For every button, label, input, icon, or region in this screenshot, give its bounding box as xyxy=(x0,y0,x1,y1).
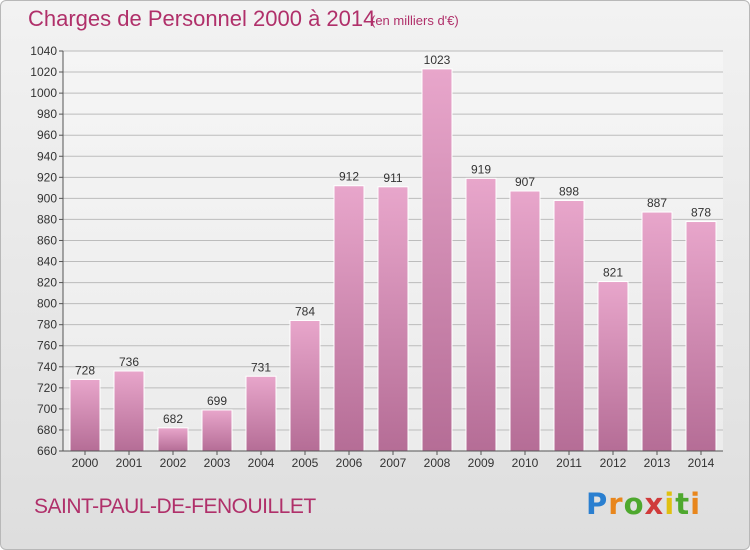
y-tick-label: 760 xyxy=(37,339,57,353)
bar xyxy=(157,427,189,452)
bar xyxy=(69,378,101,452)
data-label: 699 xyxy=(207,394,227,408)
x-tick-label: 2004 xyxy=(248,456,275,470)
y-tick-label: 720 xyxy=(37,381,57,395)
y-tick-label: 820 xyxy=(37,276,57,290)
y-tick-label: 840 xyxy=(37,255,57,269)
data-label: 919 xyxy=(471,162,491,176)
y-tick-label: 1000 xyxy=(30,86,57,100)
bar xyxy=(641,211,673,452)
x-tick-label: 2006 xyxy=(336,456,363,470)
bar xyxy=(201,409,233,452)
x-tick-label: 2001 xyxy=(116,456,143,470)
bar xyxy=(245,375,277,452)
x-tick-label: 2009 xyxy=(468,456,495,470)
bar xyxy=(113,370,145,452)
y-tick-label: 740 xyxy=(37,360,57,374)
data-label: 907 xyxy=(515,175,535,189)
data-label: 682 xyxy=(163,412,183,426)
x-tick-label: 2003 xyxy=(204,456,231,470)
data-label: 911 xyxy=(383,171,402,185)
y-tick-label: 940 xyxy=(37,149,57,163)
bar xyxy=(465,177,497,452)
data-label: 887 xyxy=(647,196,667,210)
data-label: 736 xyxy=(119,355,139,369)
x-tick-label: 2011 xyxy=(556,456,582,470)
data-label: 912 xyxy=(339,170,359,184)
bar xyxy=(597,281,629,452)
y-tick-label: 800 xyxy=(37,297,57,311)
bar xyxy=(289,319,321,452)
data-label: 784 xyxy=(295,304,315,318)
chart-subtitle: (en milliers d'€) xyxy=(371,13,459,28)
data-label: 821 xyxy=(603,266,623,280)
commune-name: SAINT-PAUL-DE-FENOUILLET xyxy=(34,495,316,518)
x-tick-label: 2008 xyxy=(424,456,451,470)
y-tick-label: 1020 xyxy=(30,65,57,79)
y-tick-label: 900 xyxy=(37,191,57,205)
x-tick-label: 2007 xyxy=(380,456,407,470)
bar xyxy=(377,186,409,452)
y-tick-label: 920 xyxy=(37,170,57,184)
x-tick-label: 2012 xyxy=(600,456,627,470)
x-tick-label: 2010 xyxy=(512,456,539,470)
x-tick-label: 2002 xyxy=(160,456,187,470)
chart-title: Charges de Personnel 2000 à 2014 xyxy=(28,6,376,31)
y-tick-label: 860 xyxy=(37,233,57,247)
proxiti-logo: Proxiti xyxy=(586,487,702,521)
data-label: 898 xyxy=(559,184,579,198)
x-tick-label: 2000 xyxy=(72,456,99,470)
y-tick-label: 780 xyxy=(37,318,57,332)
y-tick-label: 1040 xyxy=(30,44,57,58)
data-label: 1023 xyxy=(424,53,451,67)
x-tick-label: 2005 xyxy=(292,456,319,470)
bar xyxy=(333,185,365,452)
y-tick-label: 960 xyxy=(37,128,57,142)
bar xyxy=(685,221,717,452)
bar xyxy=(553,199,585,452)
y-tick-label: 700 xyxy=(37,402,57,416)
bar xyxy=(509,190,541,452)
data-label: 728 xyxy=(75,363,95,377)
y-tick-label: 980 xyxy=(37,107,57,121)
y-tick-label: 680 xyxy=(37,423,57,437)
data-label: 878 xyxy=(691,206,711,220)
data-label: 731 xyxy=(251,360,271,374)
x-tick-label: 2013 xyxy=(644,456,671,470)
bar xyxy=(421,68,453,452)
x-tick-label: 2014 xyxy=(688,456,715,470)
y-tick-label: 660 xyxy=(37,444,57,458)
y-tick-label: 880 xyxy=(37,212,57,226)
